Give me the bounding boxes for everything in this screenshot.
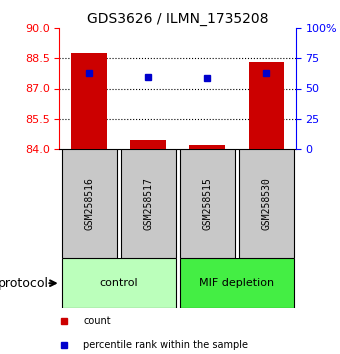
Bar <box>62 258 175 308</box>
Bar <box>180 258 294 308</box>
Text: GSM258516: GSM258516 <box>84 177 94 230</box>
Text: GSM258517: GSM258517 <box>143 177 153 230</box>
Bar <box>249 62 284 149</box>
Bar <box>71 53 107 149</box>
Text: count: count <box>83 316 111 326</box>
Bar <box>62 149 117 258</box>
Bar <box>130 140 166 149</box>
Text: GSM258515: GSM258515 <box>202 177 212 230</box>
Bar <box>180 149 235 258</box>
Bar <box>121 149 175 258</box>
Bar <box>189 145 225 149</box>
Text: control: control <box>99 278 138 288</box>
Bar <box>239 149 294 258</box>
Text: GSM258530: GSM258530 <box>261 177 271 230</box>
Text: MIF depletion: MIF depletion <box>199 278 274 288</box>
Title: GDS3626 / ILMN_1735208: GDS3626 / ILMN_1735208 <box>87 12 268 26</box>
Text: percentile rank within the sample: percentile rank within the sample <box>83 340 248 350</box>
Text: protocol: protocol <box>0 277 49 290</box>
